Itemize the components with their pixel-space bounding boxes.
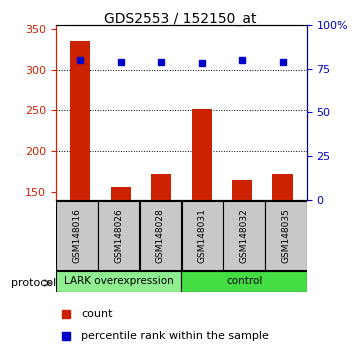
Text: GSM148031: GSM148031 [198,208,207,263]
Text: GSM148016: GSM148016 [72,208,81,263]
Text: GSM148035: GSM148035 [282,208,291,263]
Bar [110,187,131,200]
Bar [192,109,212,200]
Text: GSM148028: GSM148028 [156,208,165,263]
Bar [98,201,139,270]
Bar [56,201,97,270]
Bar [232,179,252,200]
Text: control: control [226,276,262,286]
Bar [140,201,181,270]
Text: protocol: protocol [11,278,56,288]
Bar [56,271,181,292]
Bar [151,174,171,200]
Bar [181,271,307,292]
Bar [182,201,223,270]
Text: GSM148026: GSM148026 [114,208,123,263]
Text: GSM148032: GSM148032 [240,208,249,263]
Bar [223,201,265,270]
Bar [70,41,90,200]
Bar [273,174,293,200]
Text: GDS2553 / 152150_at: GDS2553 / 152150_at [104,12,257,27]
Text: count: count [81,308,113,319]
Bar [265,201,306,270]
Text: LARK overexpression: LARK overexpression [64,276,174,286]
Text: percentile rank within the sample: percentile rank within the sample [81,331,269,341]
